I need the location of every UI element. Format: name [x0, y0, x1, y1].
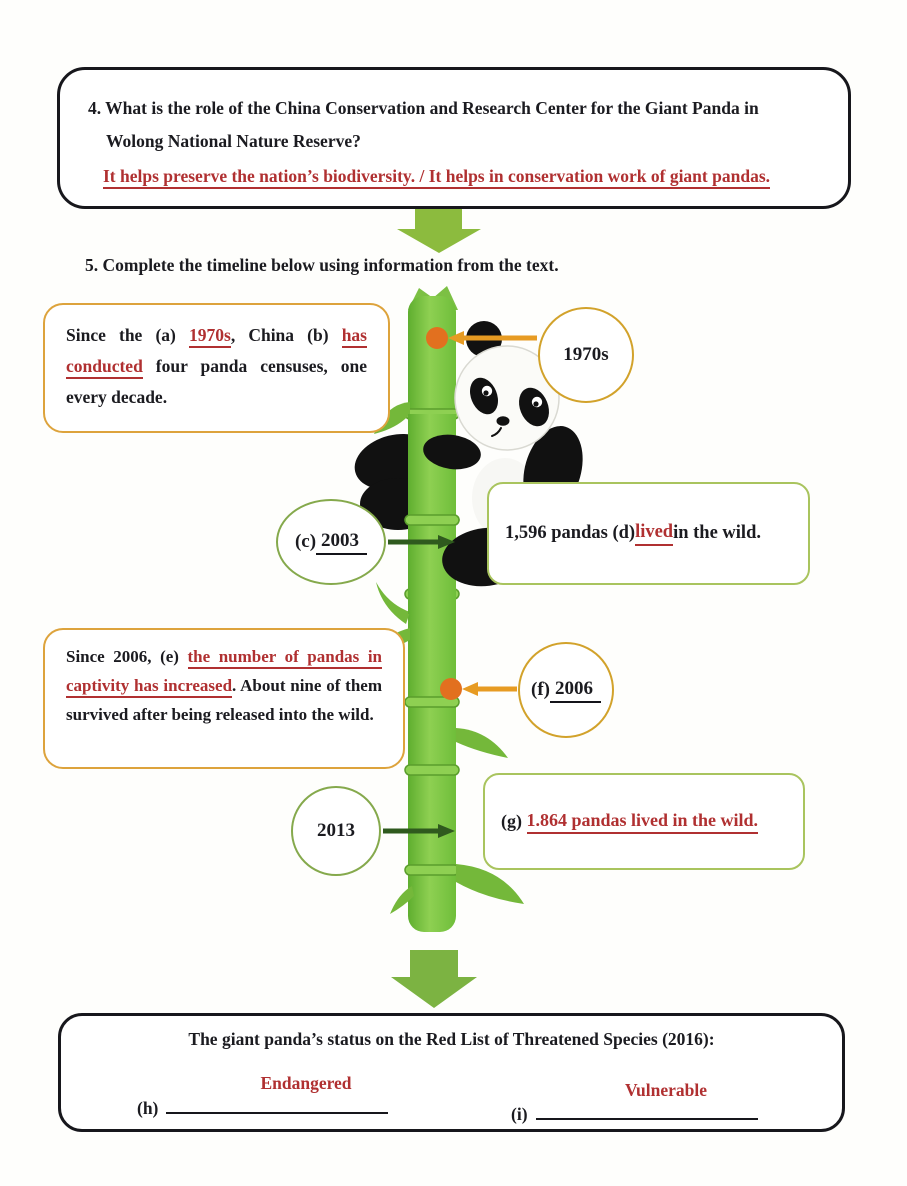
status-vulnerable-label: Vulnerable	[624, 1080, 707, 1100]
timeline-note-2003: 1,596 pandas (d) lived in the wild.	[487, 482, 810, 585]
answer-2006: 2006	[549, 678, 601, 703]
timeline-note-2006: Since 2006, (e) the number of pandas in …	[43, 628, 405, 769]
timeline-circle-2003: (c) 2003	[276, 499, 386, 585]
timeline-circle-2013-label: 2013	[317, 820, 355, 841]
timeline-circle-2006-prefix: (f)	[531, 679, 550, 700]
down-arrow-icon	[391, 950, 477, 1008]
answer-1970s: 1970s	[189, 325, 231, 348]
answer-2003: 2003	[316, 530, 368, 555]
status-endangered-label: Endangered	[260, 1073, 352, 1093]
timeline-circle-1970s: 1970s	[538, 307, 634, 403]
down-arrow-icon	[397, 209, 481, 253]
question4-line2: Wolong National Nature Reserve?	[106, 131, 361, 152]
status-box-title: The giant panda’s status on the Red List…	[188, 1029, 715, 1049]
status-i-line: (i)	[511, 1102, 758, 1125]
text-segment: four panda censuses, one every decade.	[66, 356, 367, 408]
answer-1864: 1.864 pandas lived in the wild.	[526, 810, 759, 834]
timeline-circle-2013: 2013	[291, 786, 381, 876]
timeline-circle-2006: (f) 2006	[518, 642, 614, 738]
text-segment: (g)	[501, 811, 522, 831]
question4-box: 4. What is the role of the China Conserv…	[57, 67, 851, 209]
status-box: The giant panda’s status on the Red List…	[58, 1013, 845, 1132]
status-i-blank	[535, 1102, 758, 1120]
timeline-circle-2003-prefix: (c)	[294, 531, 317, 552]
text-segment: Since the (a)	[66, 325, 189, 345]
text-segment: in the wild.	[673, 523, 761, 543]
timeline-circle-1970s-label: 1970s	[563, 344, 609, 365]
status-h-blank	[166, 1096, 389, 1114]
answer-lived: lived	[635, 522, 674, 546]
status-h-prefix: (h)	[137, 1098, 159, 1118]
timeline-note-1970s: Since the (a) 1970s, China (b) has condu…	[43, 303, 390, 433]
question4-line1: 4. What is the role of the China Conserv…	[88, 98, 759, 118]
question4-answer: It helps preserve the nation’s biodivers…	[103, 165, 770, 189]
text-segment: . About nine of them survived after bein…	[66, 676, 382, 725]
answer-captivity: the number of pandas in captivity has in…	[66, 647, 382, 699]
text-segment: 1,596 pandas (d)	[505, 523, 636, 543]
question5-prompt: 5. Complete the timeline below using inf…	[85, 255, 559, 275]
status-h-line: (h)	[137, 1096, 389, 1119]
text-segment: Since 2006, (e)	[66, 647, 188, 666]
answer-has-conducted: has conducted	[66, 325, 367, 380]
timeline-note-2013: (g) 1.864 pandas lived in the wild.	[483, 773, 805, 870]
status-i-prefix: (i)	[511, 1104, 528, 1124]
text-segment: , China (b)	[230, 325, 342, 345]
